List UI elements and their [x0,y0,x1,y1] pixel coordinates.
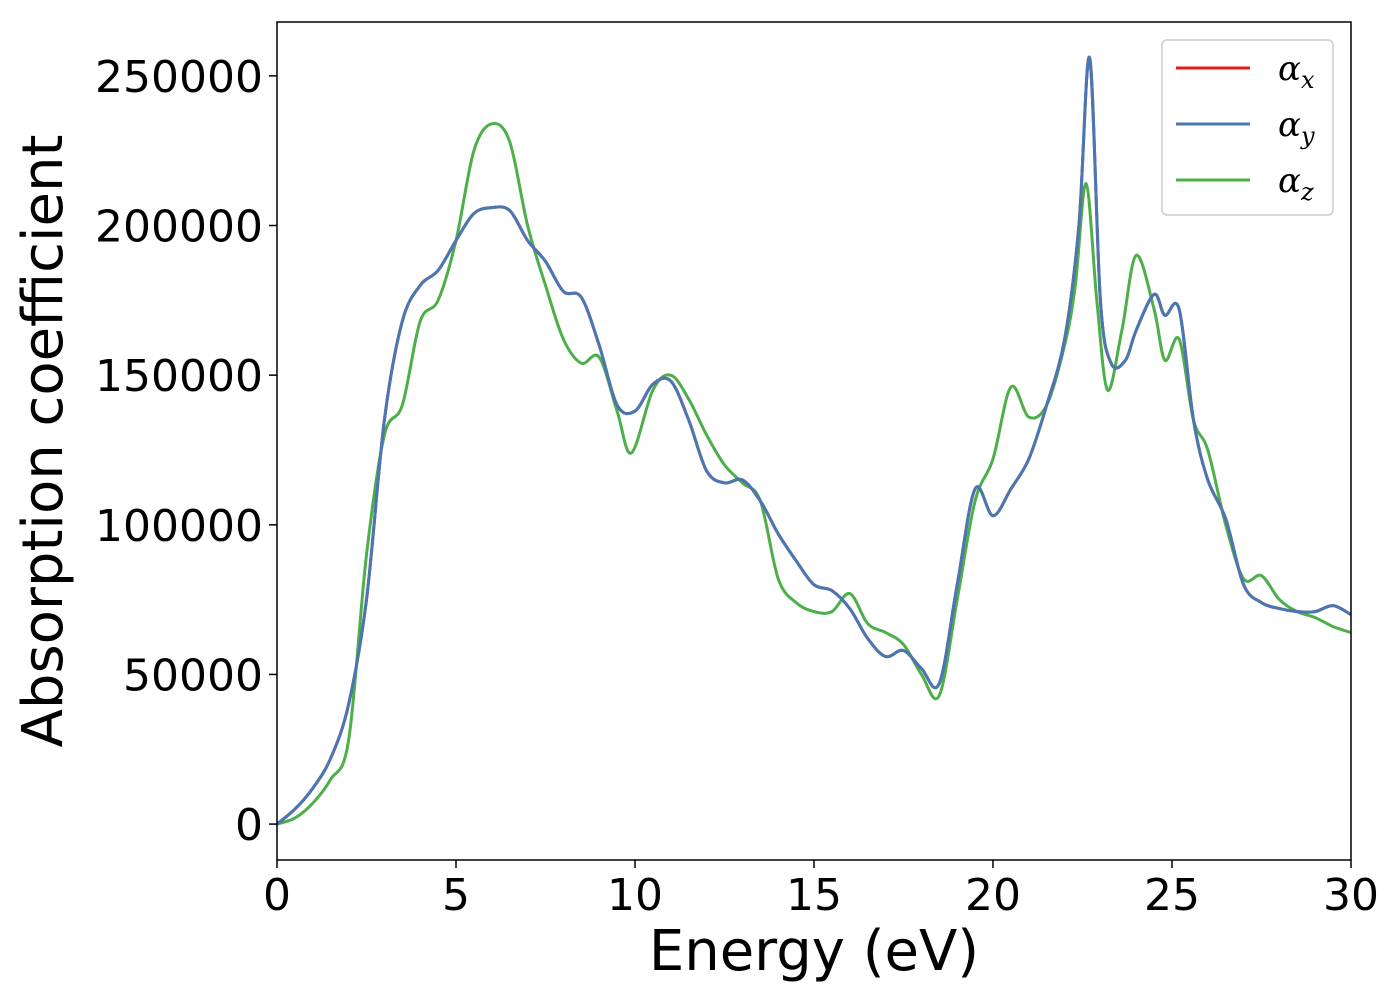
y-tick-label: 150000 [95,351,263,402]
legend-label-αx: αx [1278,49,1315,94]
y-tick-label: 250000 [95,52,263,103]
series-line-αy [277,55,1351,826]
x-tick-label: 30 [1323,870,1379,921]
y-tick-label: 200000 [95,202,263,253]
x-tick-label: 25 [1144,870,1200,921]
legend: αx αy αz [1161,39,1334,216]
y-axis-title: Absorption coefficient [11,135,76,748]
x-axis-title: Energy (eV) [649,919,979,984]
legend-box [1161,39,1334,216]
y-tick-label: 50000 [123,650,263,701]
legend-label-αz: αz [1278,161,1314,206]
x-tick-label: 20 [965,870,1021,921]
x-tick-label: 0 [263,870,291,921]
y-tick-label: 100000 [95,501,263,552]
legend-label-αy: αy [1278,105,1315,150]
y-tick-label: 0 [235,800,263,851]
series-lines-layer [277,55,1351,826]
x-tick-label: 10 [607,870,663,921]
series-line-αz [277,121,1351,826]
x-tick-label: 5 [442,870,470,921]
x-tick-label: 15 [786,870,842,921]
axis-ticks-layer: 0 5 10 15 20 25 30 0 50000 100000 150000 200000 2500… [95,52,1379,921]
